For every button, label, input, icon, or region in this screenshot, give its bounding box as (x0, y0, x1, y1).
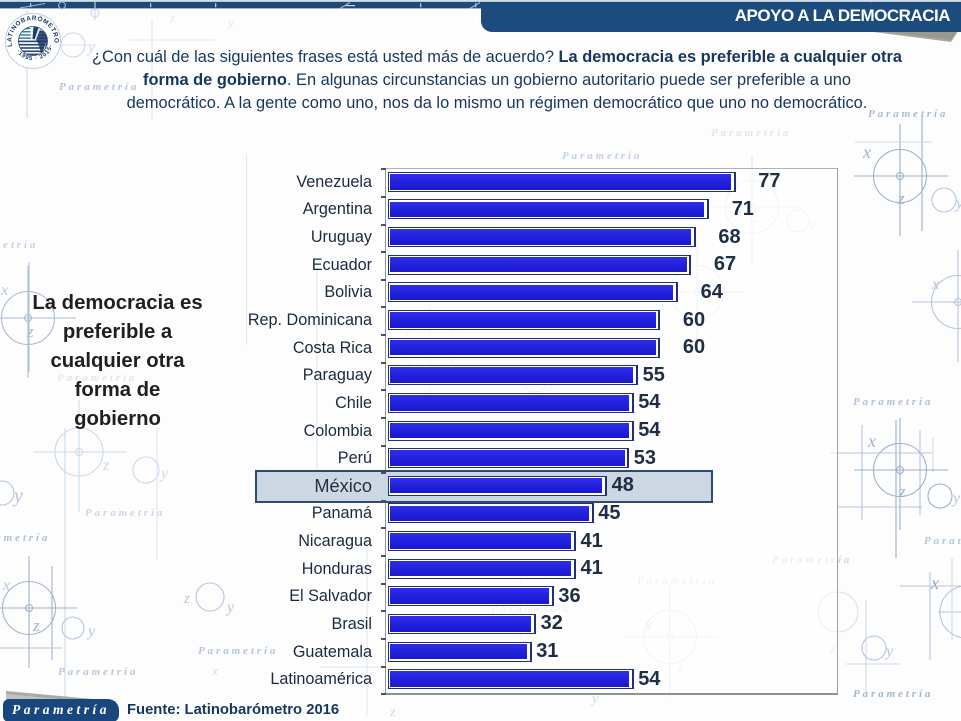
svg-text:x: x (211, 663, 218, 678)
svg-text:Parametría: Parametría (57, 372, 137, 384)
svg-text:Parametría: Parametría (868, 108, 948, 120)
svg-text:Parametría: Parametría (0, 532, 50, 544)
svg-text:y: y (884, 643, 894, 660)
svg-text:x: x (2, 577, 10, 594)
svg-text:x: x (0, 282, 8, 299)
svg-text:Parametría: Parametría (198, 645, 278, 657)
svg-text:Parametría: Parametría (59, 81, 139, 93)
svg-text:Parametría: Parametría (58, 666, 138, 678)
svg-text:z: z (389, 705, 396, 720)
svg-text:y: y (86, 39, 96, 56)
svg-text:z: z (897, 189, 905, 208)
svg-text:Parametría: Parametría (853, 688, 933, 700)
svg-text:z: z (32, 616, 40, 635)
svg-text:y: y (590, 691, 599, 707)
svg-text:y: y (86, 623, 96, 640)
svg-text:y: y (954, 195, 961, 212)
svg-text:Parametría: Parametría (0, 239, 38, 251)
svg-text:y: y (226, 15, 234, 30)
svg-text:x: x (867, 431, 876, 451)
svg-text:x: x (930, 573, 939, 593)
svg-text:z: z (898, 482, 906, 501)
svg-text:y: y (951, 490, 961, 507)
svg-text:x: x (931, 276, 939, 293)
svg-text:y: y (225, 599, 235, 616)
svg-text:Parametría: Parametría (924, 535, 961, 547)
svg-text:Parametría: Parametría (853, 396, 933, 408)
svg-text:y: y (12, 485, 23, 507)
svg-text:y: y (159, 465, 169, 482)
svg-text:Parametría: Parametría (85, 507, 165, 519)
svg-text:z: z (183, 591, 190, 607)
svg-text:x: x (862, 142, 871, 162)
svg-text:z: z (102, 457, 110, 474)
svg-text:Parametría: Parametría (711, 127, 791, 139)
svg-text:z: z (26, 322, 34, 341)
svg-text:Parametría: Parametría (562, 150, 642, 162)
svg-text:z: z (169, 10, 175, 25)
